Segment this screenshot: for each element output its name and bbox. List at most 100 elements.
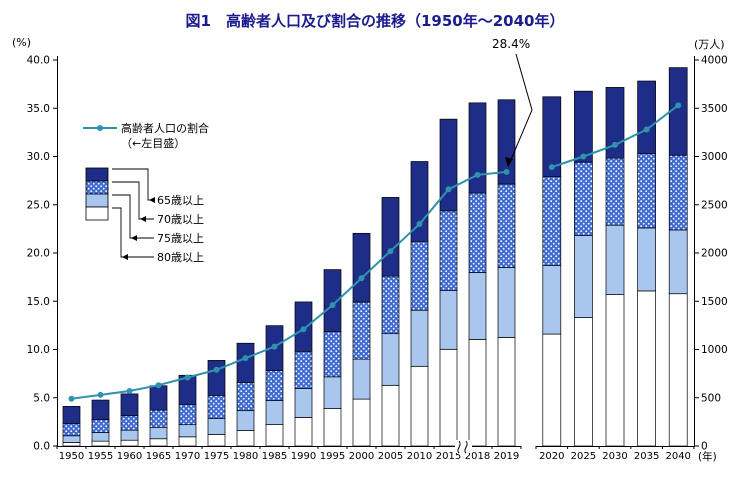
legend-bracket: [112, 194, 154, 239]
bar-2020: [542, 96, 562, 447]
bar-segment: [352, 398, 371, 447]
bar-segment: [605, 294, 625, 447]
year-label: 1960: [117, 451, 142, 462]
bar-segment: [178, 436, 197, 447]
ratio-marker: [445, 186, 452, 193]
bar-segment: [62, 442, 81, 447]
bar-segment: [265, 370, 284, 401]
bar-1990: [294, 301, 313, 447]
year-label: 2020: [539, 451, 564, 462]
left-tick-label: 5.0: [33, 392, 50, 404]
left-tick-label: 10.0: [27, 344, 50, 356]
bar-2025: [574, 90, 593, 447]
bar-segment: [91, 440, 110, 447]
year-label: 2018: [465, 451, 490, 462]
ratio-annotation: 28.4%: [492, 37, 531, 51]
bar-segment: [149, 409, 168, 428]
year-label: 1975: [204, 451, 229, 462]
bar-segment: [91, 399, 110, 421]
year-label: 1950: [59, 451, 84, 462]
bar-segment: [381, 275, 400, 335]
ratio-marker: [548, 164, 555, 171]
legend-bracket: [112, 207, 154, 258]
bar-segment: [574, 90, 593, 163]
legend-swatch-80歳以上: [85, 206, 109, 221]
legend-arrow-icon: [122, 254, 128, 260]
ratio-marker: [580, 153, 587, 160]
bar-segment: [323, 269, 342, 332]
bar-segment: [468, 339, 487, 447]
bar-segment: [294, 388, 313, 418]
year-label: 2040: [665, 451, 690, 462]
bar-segment: [236, 382, 255, 412]
bar-segment: [605, 87, 625, 159]
ratio-marker: [643, 126, 650, 133]
bar-segment: [120, 429, 139, 441]
bar-segment: [120, 415, 139, 431]
year-label: 1995: [320, 451, 345, 462]
bar-segment: [149, 426, 168, 440]
axis-break-mask: [455, 440, 472, 453]
bar-segment: [236, 430, 255, 447]
ratio-marker: [213, 366, 220, 373]
year-label: 2000: [349, 451, 374, 462]
bar-segment: [62, 405, 81, 424]
annotation-leader: [509, 53, 533, 163]
axis-break-icon: [464, 440, 468, 454]
ratio-marker: [184, 374, 191, 381]
bar-segment: [439, 289, 458, 350]
bar-segment: [91, 419, 110, 433]
bar-segment: [497, 99, 516, 185]
chart-title: 図1 高齢者人口及び割合の推移（1950年～2040年）: [185, 12, 565, 30]
legend-swatch-75歳以上: [85, 193, 109, 208]
bar-segment: [542, 96, 562, 178]
left-tick-label: 35.0: [27, 103, 50, 115]
bar-segment: [468, 102, 487, 194]
bar-2005: [381, 197, 400, 447]
bar-segment: [381, 384, 400, 447]
year-label: 2030: [602, 451, 627, 462]
legend-age-label: 65歳以上: [157, 194, 204, 207]
bar-segment: [207, 418, 226, 435]
right-tick-label: 0: [701, 441, 708, 453]
axes: [53, 56, 699, 449]
bar-segment: [120, 393, 139, 417]
left-axis-unit: (%): [12, 36, 32, 49]
bar-segment: [381, 333, 400, 386]
bar-segment: [439, 348, 458, 447]
legend-swatch-70歳以上: [85, 180, 109, 195]
bar-segment: [410, 240, 429, 311]
bar-segment: [497, 183, 516, 268]
year-label: 2025: [571, 451, 596, 462]
legend-age-label: 75歳以上: [157, 232, 204, 245]
year-label: 2019: [494, 451, 519, 462]
right-tick-label: 500: [701, 392, 721, 404]
bar-segment: [149, 438, 168, 447]
bar-segment: [62, 423, 81, 437]
ratio-marker: [675, 102, 682, 109]
legend-bracket: [112, 181, 154, 220]
bar-segment: [410, 161, 429, 242]
right-tick-label: 4000: [701, 55, 728, 67]
legend: [83, 125, 155, 260]
bar-segment: [294, 350, 313, 389]
legend-swatch-65歳以上: [85, 167, 109, 182]
legend-line-sublabel: （←左目盛）: [121, 136, 185, 150]
bar-segment: [410, 309, 429, 367]
year-label: 1990: [291, 451, 316, 462]
left-tick-label: 40.0: [27, 55, 50, 67]
bar-segment: [637, 290, 656, 447]
bar-segment: [605, 224, 625, 295]
ratio-marker: [416, 221, 423, 228]
left-tick-label: 15.0: [27, 296, 50, 308]
bar-2019: [497, 99, 516, 447]
bar-1970: [178, 374, 197, 447]
left-tick-label: 20.0: [27, 248, 50, 260]
bar-segment: [207, 360, 226, 396]
bar-segment: [207, 394, 226, 419]
bar-segment: [574, 317, 593, 447]
ratio-marker: [358, 275, 365, 282]
year-label: 1965: [146, 451, 171, 462]
bar-segment: [574, 161, 593, 236]
